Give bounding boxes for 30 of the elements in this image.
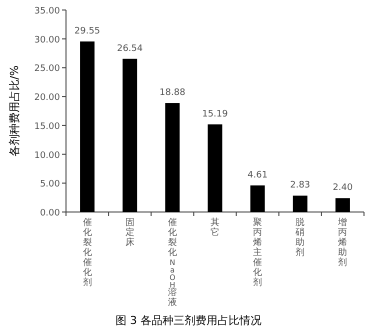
caption: 图 3 各品种三剂费用占比情况 <box>116 314 262 327</box>
x-tick-label: 其它 <box>210 217 220 238</box>
bar <box>292 196 308 212</box>
y-tick-label: 0.00 <box>40 208 60 218</box>
data-label: 2.40 <box>332 183 354 194</box>
y-tick-label: 25.00 <box>34 64 60 74</box>
y-tick-label: 10.00 <box>34 150 60 161</box>
bar <box>165 103 180 212</box>
x-tick-label: 聚丙烯主催化剂 <box>253 217 262 288</box>
data-label: 18.88 <box>160 88 186 98</box>
x-tick-label: 增丙烯助剂 <box>337 217 348 268</box>
bar <box>80 41 95 212</box>
data-label: 29.55 <box>74 26 100 36</box>
bar <box>208 124 222 212</box>
data-label: 26.54 <box>116 44 144 54</box>
bar <box>250 185 265 212</box>
bar <box>335 198 350 212</box>
y-tick-label: 35.00 <box>34 6 60 16</box>
y-axis-title: 各剂种费用占比/% <box>8 65 21 157</box>
x-tick-label: 固定床 <box>125 218 134 248</box>
x-tick-label: 催化裂化催化剂 <box>82 217 92 288</box>
x-tick-label: 脱硝助剂 <box>294 217 305 258</box>
bar <box>122 58 138 212</box>
y-tick-label: 30.00 <box>34 35 60 46</box>
data-label: 15.19 <box>202 109 228 120</box>
y-tick-label: 15.00 <box>34 122 60 132</box>
y-tick-label: 5.00 <box>40 180 60 190</box>
y-tick-label: 20.00 <box>34 93 60 104</box>
data-label: 4.61 <box>248 170 268 180</box>
data-label: 2.83 <box>290 180 310 191</box>
